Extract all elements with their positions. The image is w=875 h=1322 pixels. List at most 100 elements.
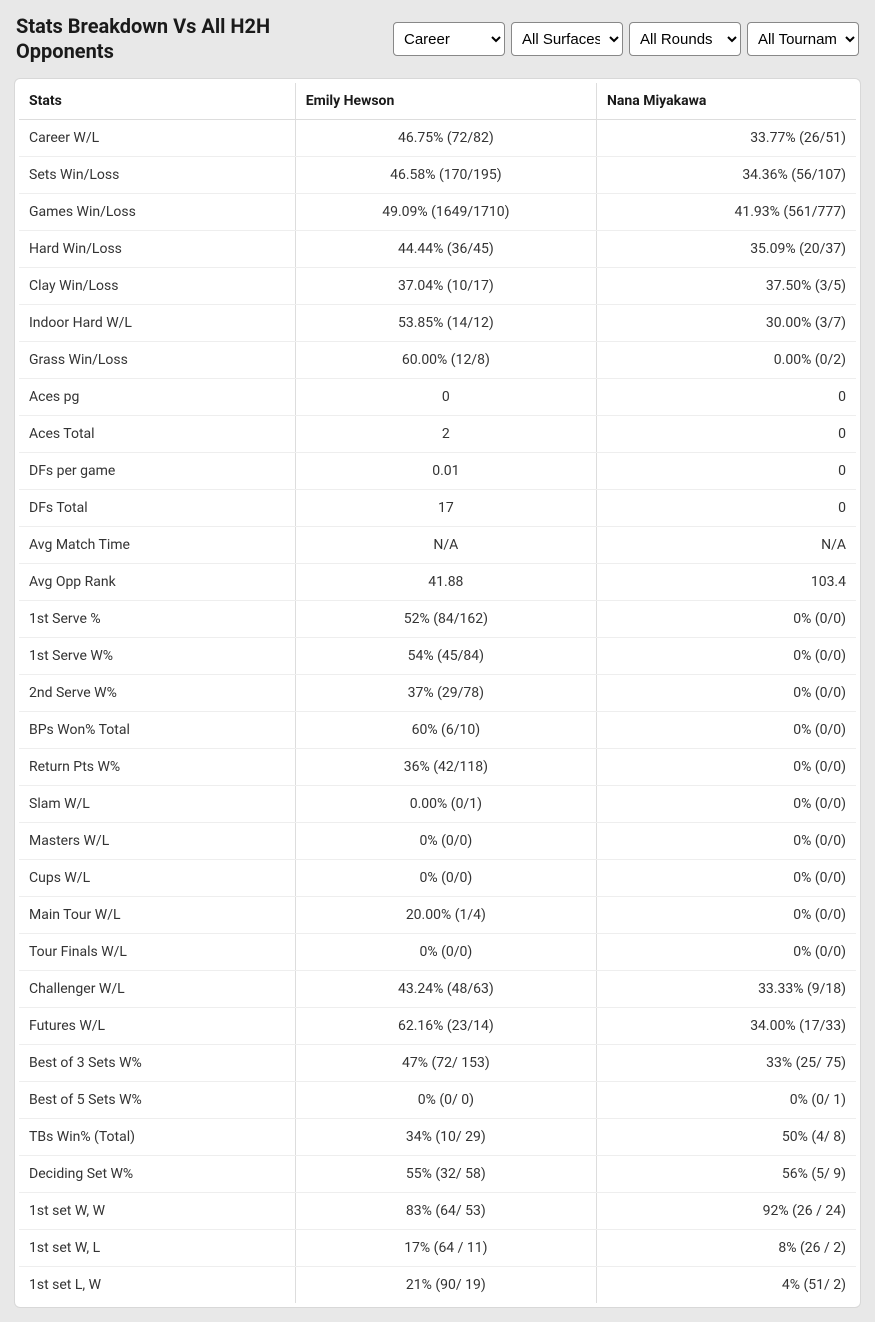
table-row: BPs Won% Total60% (6/10)0% (0/0): [19, 712, 856, 749]
header-row: Stats Breakdown Vs All H2H Opponents Car…: [0, 0, 875, 78]
player2-value: 33.77% (26/51): [597, 120, 856, 157]
table-row: Cups W/L0% (0/0)0% (0/0): [19, 860, 856, 897]
table-row: Deciding Set W%55% (32/ 58)56% (5/ 9): [19, 1156, 856, 1193]
player1-value: N/A: [295, 527, 596, 564]
stat-label: Aces pg: [19, 379, 295, 416]
table-row: 2nd Serve W%37% (29/78)0% (0/0): [19, 675, 856, 712]
player1-value: 53.85% (14/12): [295, 305, 596, 342]
stat-label: Futures W/L: [19, 1008, 295, 1045]
player2-value: 92% (26 / 24): [597, 1193, 856, 1230]
career-filter[interactable]: Career: [393, 22, 505, 56]
stats-table: Stats Emily Hewson Nana Miyakawa Career …: [19, 83, 856, 1303]
stat-label: Best of 5 Sets W%: [19, 1082, 295, 1119]
player1-value: 55% (32/ 58): [295, 1156, 596, 1193]
player1-value: 36% (42/118): [295, 749, 596, 786]
round-filter[interactable]: All Rounds: [629, 22, 741, 56]
stat-label: Aces Total: [19, 416, 295, 453]
table-row: 1st set W, L17% (64 / 11)8% (26 / 2): [19, 1230, 856, 1267]
table-row: Games Win/Loss49.09% (1649/1710)41.93% (…: [19, 194, 856, 231]
player2-value: 37.50% (3/5): [597, 268, 856, 305]
table-row: Slam W/L0.00% (0/1)0% (0/0): [19, 786, 856, 823]
player1-value: 43.24% (48/63): [295, 971, 596, 1008]
table-row: Tour Finals W/L0% (0/0)0% (0/0): [19, 934, 856, 971]
player1-value: 37% (29/78): [295, 675, 596, 712]
player1-value: 0% (0/0): [295, 823, 596, 860]
col-header-player1: Emily Hewson: [295, 83, 596, 120]
table-row: 1st Serve W%54% (45/84)0% (0/0): [19, 638, 856, 675]
player2-value: 0% (0/0): [597, 712, 856, 749]
stats-table-wrap: Stats Emily Hewson Nana Miyakawa Career …: [14, 78, 861, 1308]
stat-label: Indoor Hard W/L: [19, 305, 295, 342]
player2-value: 0% (0/0): [597, 897, 856, 934]
player1-value: 49.09% (1649/1710): [295, 194, 596, 231]
stat-label: BPs Won% Total: [19, 712, 295, 749]
player1-value: 47% (72/ 153): [295, 1045, 596, 1082]
stat-label: Slam W/L: [19, 786, 295, 823]
filters: Career All Surfaces All Rounds All Tourn…: [393, 22, 859, 56]
player1-value: 52% (84/162): [295, 601, 596, 638]
table-row: Grass Win/Loss60.00% (12/8)0.00% (0/2): [19, 342, 856, 379]
page-title: Stats Breakdown Vs All H2H Opponents: [16, 14, 356, 64]
stat-label: Career W/L: [19, 120, 295, 157]
player1-value: 62.16% (23/14): [295, 1008, 596, 1045]
stat-label: Clay Win/Loss: [19, 268, 295, 305]
table-row: Career W/L46.75% (72/82)33.77% (26/51): [19, 120, 856, 157]
player1-value: 41.88: [295, 564, 596, 601]
table-header-row: Stats Emily Hewson Nana Miyakawa: [19, 83, 856, 120]
player2-value: 35.09% (20/37): [597, 231, 856, 268]
player2-value: 33% (25/ 75): [597, 1045, 856, 1082]
stat-label: Sets Win/Loss: [19, 157, 295, 194]
stat-label: Avg Opp Rank: [19, 564, 295, 601]
col-header-stats: Stats: [19, 83, 295, 120]
player2-value: 0% (0/0): [597, 934, 856, 971]
player2-value: 0.00% (0/2): [597, 342, 856, 379]
table-row: Hard Win/Loss44.44% (36/45)35.09% (20/37…: [19, 231, 856, 268]
stat-label: TBs Win% (Total): [19, 1119, 295, 1156]
stat-label: 1st set W, W: [19, 1193, 295, 1230]
player2-value: 0: [597, 379, 856, 416]
col-header-player2: Nana Miyakawa: [597, 83, 856, 120]
table-row: Aces Total20: [19, 416, 856, 453]
tournament-filter[interactable]: All Tournaments: [747, 22, 859, 56]
player1-value: 54% (45/84): [295, 638, 596, 675]
player2-value: 0: [597, 416, 856, 453]
player1-value: 60.00% (12/8): [295, 342, 596, 379]
stat-label: Hard Win/Loss: [19, 231, 295, 268]
player2-value: 8% (26 / 2): [597, 1230, 856, 1267]
player1-value: 83% (64/ 53): [295, 1193, 596, 1230]
stat-label: Return Pts W%: [19, 749, 295, 786]
player1-value: 46.58% (170/195): [295, 157, 596, 194]
player1-value: 44.44% (36/45): [295, 231, 596, 268]
player2-value: 41.93% (561/777): [597, 194, 856, 231]
table-row: Aces pg00: [19, 379, 856, 416]
player1-value: 20.00% (1/4): [295, 897, 596, 934]
player2-value: 103.4: [597, 564, 856, 601]
player1-value: 2: [295, 416, 596, 453]
table-row: Avg Opp Rank41.88103.4: [19, 564, 856, 601]
table-row: 1st set W, W83% (64/ 53)92% (26 / 24): [19, 1193, 856, 1230]
player1-value: 0: [295, 379, 596, 416]
surface-filter[interactable]: All Surfaces: [511, 22, 623, 56]
player1-value: 0.01: [295, 453, 596, 490]
player2-value: 33.33% (9/18): [597, 971, 856, 1008]
stat-label: Cups W/L: [19, 860, 295, 897]
stat-label: Challenger W/L: [19, 971, 295, 1008]
player1-value: 17: [295, 490, 596, 527]
stat-label: Best of 3 Sets W%: [19, 1045, 295, 1082]
stat-label: 2nd Serve W%: [19, 675, 295, 712]
player2-value: 0% (0/0): [597, 601, 856, 638]
player1-value: 0.00% (0/1): [295, 786, 596, 823]
player1-value: 17% (64 / 11): [295, 1230, 596, 1267]
player2-value: 0% (0/0): [597, 749, 856, 786]
player2-value: 34.00% (17/33): [597, 1008, 856, 1045]
table-row: TBs Win% (Total)34% (10/ 29)50% (4/ 8): [19, 1119, 856, 1156]
player1-value: 60% (6/10): [295, 712, 596, 749]
table-row: Avg Match TimeN/AN/A: [19, 527, 856, 564]
player2-value: 56% (5/ 9): [597, 1156, 856, 1193]
player1-value: 0% (0/0): [295, 860, 596, 897]
stat-label: Main Tour W/L: [19, 897, 295, 934]
table-row: DFs Total170: [19, 490, 856, 527]
player2-value: 0% (0/0): [597, 823, 856, 860]
player1-value: 34% (10/ 29): [295, 1119, 596, 1156]
player2-value: 30.00% (3/7): [597, 305, 856, 342]
